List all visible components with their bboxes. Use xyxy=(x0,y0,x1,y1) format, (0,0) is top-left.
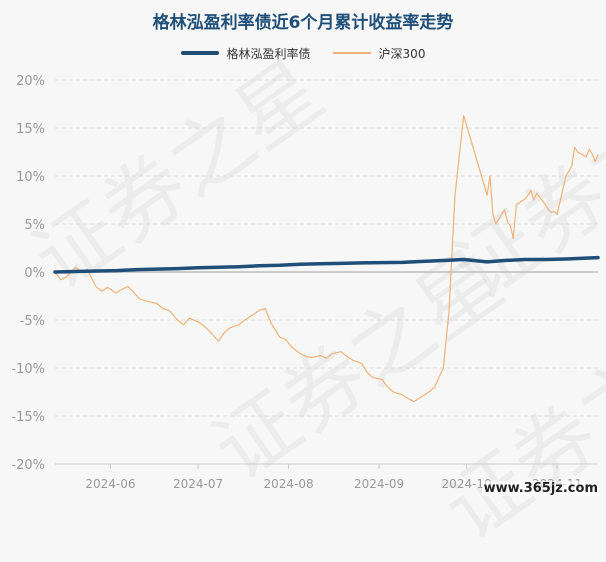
chart-plot: 20% 15% 10% 5% 0% -5% -10% -15% -20% 2024-06 2024-… xyxy=(11,74,600,491)
brand-watermark: www.365jz.com xyxy=(481,481,600,496)
x-tick-label: 2024-09 xyxy=(354,477,404,491)
y-tick-label: 0% xyxy=(24,266,45,281)
legend-item-index[interactable]: 沪深300 xyxy=(332,45,426,62)
chart-container: 证券之星 证券之星 证券之星 证券之星 格林泓盈利率债近6个月累计收益率走势 格… xyxy=(0,13,606,559)
y-tick-label: 20% xyxy=(16,74,45,89)
y-tick-label: 5% xyxy=(24,218,45,233)
legend-swatch-index xyxy=(332,52,371,54)
x-tick-label: 2024-08 xyxy=(263,477,313,491)
chart-legend: 格林泓盈利率债 沪深300 xyxy=(0,44,606,62)
x-tick-label: 2024-06 xyxy=(85,477,135,491)
series-line-fund xyxy=(53,255,600,274)
chart-title: 格林泓盈利率债近6个月累计收益率走势 xyxy=(152,13,454,33)
x-tick-label: 2024-10 xyxy=(442,477,492,491)
y-tick-label: -20% xyxy=(11,458,45,473)
y-tick-label: -5% xyxy=(20,314,45,329)
x-tick-label: 2024-07 xyxy=(173,477,223,491)
y-tick-label: -15% xyxy=(11,410,45,425)
legend-label-fund: 格林泓盈利率债 xyxy=(226,46,311,61)
y-tick-label: 10% xyxy=(16,170,45,185)
legend-swatch-fund xyxy=(180,51,219,55)
y-tick-label: -10% xyxy=(11,362,45,377)
series-line-index xyxy=(54,114,599,403)
y-tick-label: 15% xyxy=(16,122,45,137)
legend-item-fund[interactable]: 格林泓盈利率债 xyxy=(180,45,311,62)
legend-label-index: 沪深300 xyxy=(378,46,426,61)
